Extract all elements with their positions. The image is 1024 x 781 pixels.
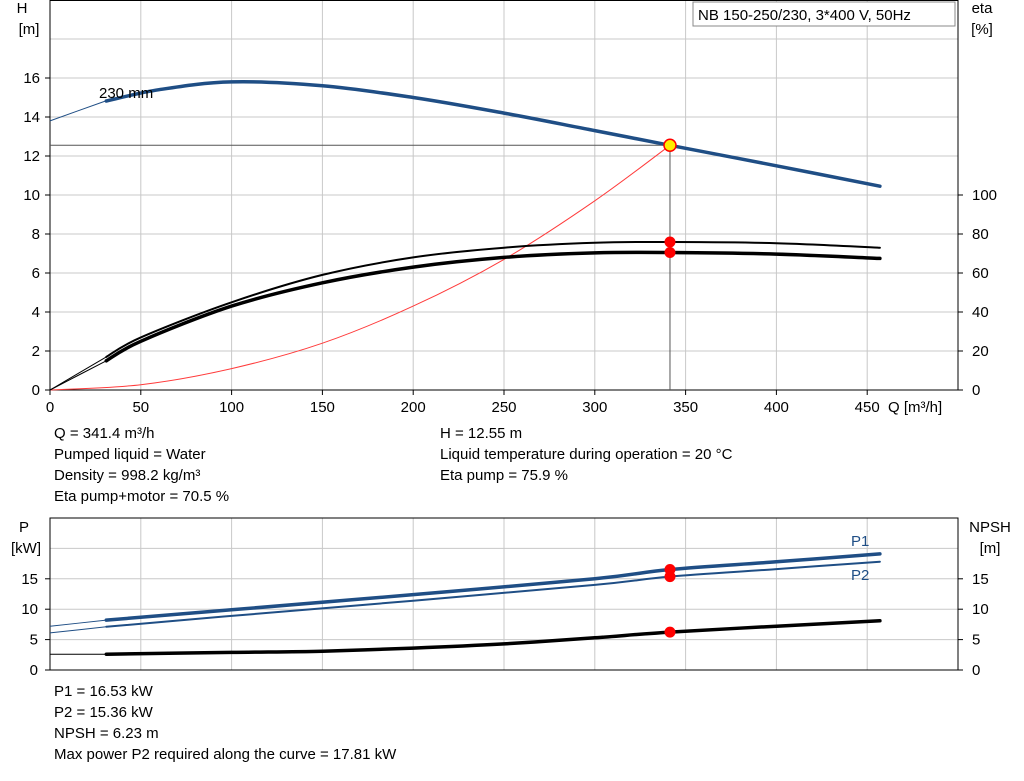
y-left-axis-label: H: [17, 0, 28, 17]
eta-pump-curve-line: [105, 240, 881, 358]
info-density: Density = 998.2 kg/m³: [54, 467, 201, 484]
y-left-tick-label: 10: [23, 187, 40, 204]
y-left-tick-label: 8: [32, 226, 40, 243]
x-tick-label: 250: [491, 399, 516, 416]
p2-curve-line: [105, 560, 881, 628]
eta-total-curve-line: [104, 250, 882, 363]
p2-curve-extension: [49, 626, 107, 634]
y-right-axis-label: eta: [972, 0, 994, 17]
eta-total-marker: [664, 247, 676, 259]
top-info-left: Q = 341.4 m³/h Pumped liquid = Water Den…: [54, 423, 229, 507]
y-left-tick-label: 6: [32, 265, 40, 282]
y-left-tick-label: 16: [23, 70, 40, 87]
chart-title: NB 150-250/230, 3*400 V, 50Hz: [698, 7, 911, 24]
bottom-info: P1 = 16.53 kW P2 = 15.36 kW NPSH = 6.23 …: [54, 681, 396, 765]
y-right-tick-label: 20: [972, 343, 989, 360]
title-box: [692, 1, 956, 27]
info-temperature: Liquid temperature during operation = 20…: [440, 446, 733, 463]
info-eta-pump: Eta pump = 75.9 %: [440, 467, 568, 484]
y-right-tick-label: 0: [972, 382, 980, 399]
p-tick-label: 5: [30, 632, 38, 649]
p-axis-unit: [kW]: [11, 540, 41, 557]
npsh-tick-label: 0: [972, 662, 980, 679]
p1-curve-line: [104, 552, 882, 622]
npsh-tick-label: 15: [972, 571, 989, 588]
x-tick-label: 50: [132, 399, 149, 416]
x-tick-label: 300: [582, 399, 607, 416]
npsh-curve-line: [104, 619, 882, 656]
x-tick-label: 150: [310, 399, 335, 416]
y-left-tick-label: 0: [32, 382, 40, 399]
p2-series-label: P2: [851, 567, 869, 584]
p-tick-label: 0: [30, 662, 38, 679]
x-tick-label: 400: [764, 399, 789, 416]
x-tick-label: 350: [673, 399, 698, 416]
y-left-axis-unit: [m]: [19, 21, 40, 38]
info-liquid: Pumped liquid = Water: [54, 446, 206, 463]
info-npsh: NPSH = 6.23 m: [54, 725, 159, 742]
head-curve-extension: [49, 99, 110, 122]
head-curve-line: [104, 80, 882, 188]
npsh-marker: [664, 626, 676, 638]
top-info-right: H = 12.55 m Liquid temperature during op…: [440, 423, 732, 486]
x-tick-label: 100: [219, 399, 244, 416]
x-tick-label: 450: [855, 399, 880, 416]
info-p1: P1 = 16.53 kW: [54, 683, 153, 700]
x-axis-label: Q [m³/h]: [888, 399, 942, 416]
y-right-tick-label: 100: [972, 187, 997, 204]
y-right-tick-label: 80: [972, 226, 989, 243]
p1-series-label: P1: [851, 533, 869, 550]
curve-diameter-label: 230 mm: [99, 85, 153, 102]
info-flow: Q = 341.4 m³/h: [54, 425, 155, 442]
y-left-tick-label: 14: [23, 109, 40, 126]
info-eta-total: Eta pump+motor = 70.5 %: [54, 488, 230, 505]
p-tick-label: 15: [21, 571, 38, 588]
bottom-plot-frame: [49, 517, 959, 671]
x-tick-label: 200: [401, 399, 426, 416]
p-tick-label: 10: [21, 601, 38, 618]
p-axis-label: P: [19, 519, 29, 536]
npsh-tick-label: 10: [972, 601, 989, 618]
eta-pump-curve-extension: [49, 356, 107, 391]
y-left-tick-label: 2: [32, 343, 40, 360]
eta-total-curve-extension: [49, 360, 107, 391]
y-right-axis-unit: [%]: [971, 21, 993, 38]
info-p2: P2 = 15.36 kW: [54, 704, 153, 721]
y-left-tick-label: 12: [23, 148, 40, 165]
y-right-tick-label: 40: [972, 304, 989, 321]
p1-curve-extension: [49, 619, 107, 627]
system-curve-line: [49, 144, 671, 391]
npsh-axis-label: NPSH: [969, 519, 1011, 536]
operating-point-marker: [663, 138, 677, 153]
npsh-axis-unit: [m]: [980, 540, 1001, 557]
eta-pump-marker: [664, 236, 676, 248]
y-left-tick-label: 4: [32, 304, 40, 321]
npsh-tick-label: 5: [972, 632, 980, 649]
p2-marker: [664, 571, 676, 583]
y-right-tick-label: 60: [972, 265, 989, 282]
info-head: H = 12.55 m: [440, 425, 523, 442]
info-max-power: Max power P2 required along the curve = …: [54, 746, 397, 763]
x-tick-label: 0: [46, 399, 54, 416]
